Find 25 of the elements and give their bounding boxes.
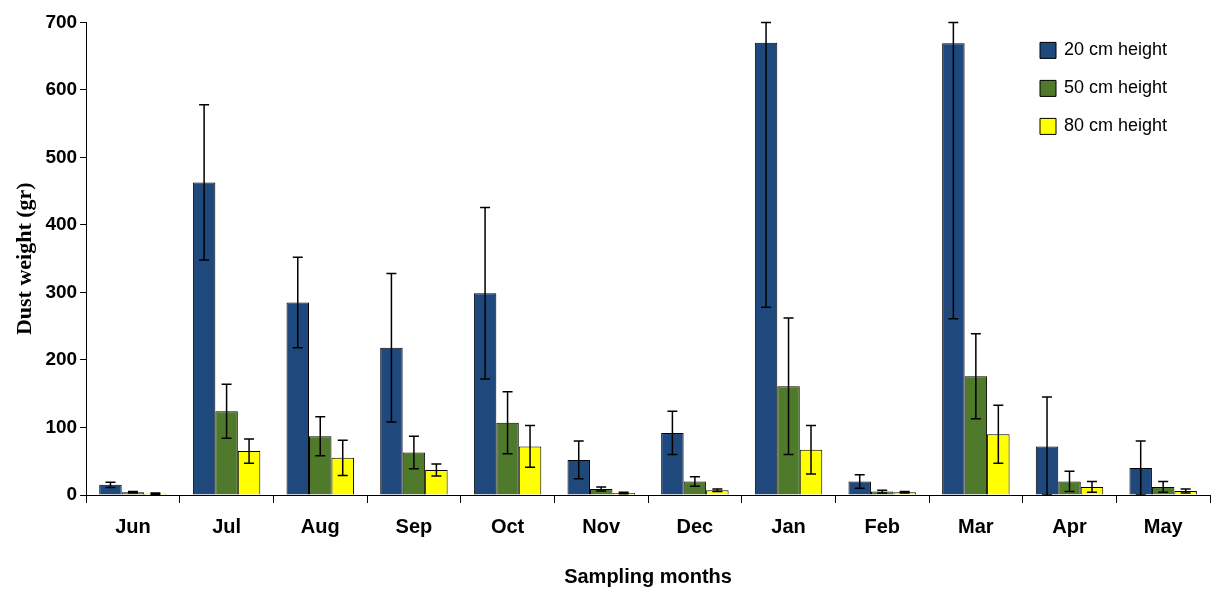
y-tick-label: 600	[45, 78, 78, 100]
legend-label: 80 cm height	[1064, 115, 1168, 136]
x-tick-label: Jan	[771, 514, 806, 537]
y-tick-label: 300	[45, 280, 78, 302]
x-tick-label: Jun	[115, 514, 151, 537]
y-tick-label: 200	[45, 348, 78, 370]
x-tick-label: May	[1143, 514, 1184, 537]
x-tick-label: Sep	[395, 514, 433, 537]
y-tick-label: 100	[45, 415, 78, 437]
legend-label: 20 cm height	[1064, 39, 1168, 60]
x-tick-label: Aug	[300, 514, 340, 537]
y-axis-title: Dust weight (gr)	[10, 182, 36, 336]
x-tick-label: Oct	[490, 514, 525, 537]
x-tick-label: Apr	[1052, 514, 1087, 537]
y-tick-label: 400	[45, 213, 78, 235]
x-tick-label: Feb	[864, 514, 900, 537]
legend-label: 50 cm height	[1064, 77, 1168, 98]
x-axis-title: Sampling months	[564, 564, 732, 587]
y-tick-label: 500	[45, 145, 78, 167]
x-tick-label: Mar	[958, 514, 994, 537]
y-tick-label: 700	[45, 10, 78, 32]
x-tick-label: Jul	[212, 514, 242, 537]
y-tick-label: 0	[66, 483, 78, 505]
x-tick-label: Dec	[676, 514, 714, 537]
x-tick-label: Nov	[582, 514, 621, 537]
